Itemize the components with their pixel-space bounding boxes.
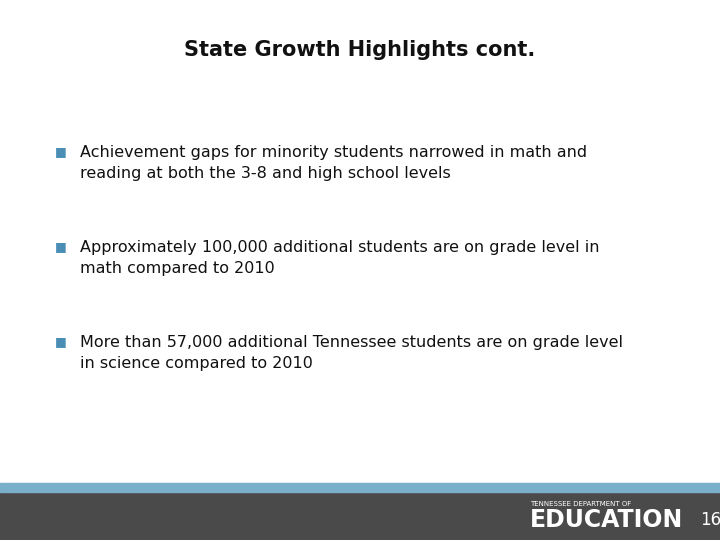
Text: TENNESSEE DEPARTMENT OF: TENNESSEE DEPARTMENT OF xyxy=(530,501,631,507)
Text: More than 57,000 additional Tennessee students are on grade level
in science com: More than 57,000 additional Tennessee st… xyxy=(80,335,623,371)
Text: ■: ■ xyxy=(55,240,67,253)
Text: EDUCATION: EDUCATION xyxy=(530,508,683,532)
Bar xyxy=(0,483,720,492)
Text: Approximately 100,000 additional students are on grade level in
math compared to: Approximately 100,000 additional student… xyxy=(80,240,600,276)
Text: ■: ■ xyxy=(55,145,67,158)
Text: Achievement gaps for minority students narrowed in math and
reading at both the : Achievement gaps for minority students n… xyxy=(80,145,587,181)
Bar xyxy=(0,492,720,540)
Text: 16: 16 xyxy=(700,511,720,529)
Text: State Growth Highlights cont.: State Growth Highlights cont. xyxy=(184,40,536,60)
Text: ■: ■ xyxy=(55,335,67,348)
